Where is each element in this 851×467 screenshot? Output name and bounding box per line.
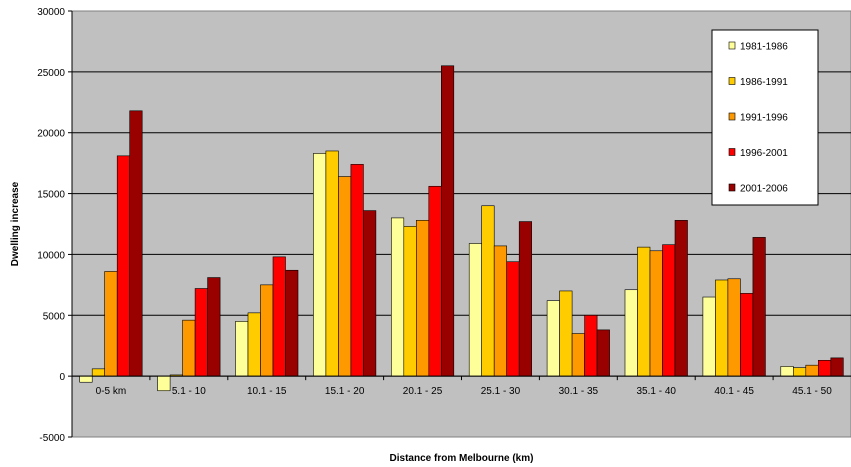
legend-swatch	[728, 148, 736, 156]
x-axis-title: Distance from Melbourne (km)	[390, 453, 534, 464]
bar	[493, 245, 508, 377]
bar	[637, 246, 651, 377]
bar	[247, 312, 261, 377]
bar	[674, 220, 688, 377]
x-tick-label: 30.1 - 35	[559, 386, 599, 397]
bar	[649, 250, 663, 377]
legend-label: 2001-2006	[740, 184, 788, 195]
bar	[440, 65, 455, 377]
x-tick-label: 25.1 - 30	[481, 386, 521, 397]
bar	[235, 321, 249, 377]
bar	[715, 279, 729, 377]
y-tick-label: 15000	[37, 190, 65, 201]
bar	[390, 217, 405, 377]
bar	[79, 375, 93, 383]
bar	[571, 333, 585, 377]
bar	[559, 290, 573, 377]
bar	[116, 155, 130, 377]
x-tick-label: 40.1 - 45	[714, 386, 754, 397]
legend-swatch	[728, 41, 736, 50]
bar	[104, 271, 118, 377]
y-tick-label: -5000	[39, 433, 65, 444]
legend-label: 1981-1986	[740, 42, 788, 53]
legend: 1981-1986 1986-1991 1991-1996 1996-2001 2001…	[711, 29, 819, 206]
legend-label: 1991-1996	[740, 113, 788, 124]
bar	[415, 220, 430, 377]
bar	[207, 277, 221, 377]
y-tick-label: 25000	[37, 68, 65, 79]
bar	[817, 360, 832, 377]
legend-label: 1996-2001	[740, 148, 788, 159]
bar	[272, 256, 286, 377]
bar	[752, 237, 766, 377]
bar	[157, 375, 171, 392]
bar	[338, 176, 352, 377]
bar	[727, 278, 741, 377]
bar	[624, 289, 638, 377]
x-tick-label: 0-5 km	[96, 386, 127, 397]
x-tick-label: 35.1 - 40	[637, 386, 677, 397]
bar	[313, 153, 327, 377]
y-tick-label: 0	[59, 372, 65, 383]
y-tick-label: 10000	[37, 250, 65, 261]
legend-swatch	[728, 183, 736, 192]
bar	[830, 357, 844, 377]
legend-swatch	[728, 112, 736, 121]
bar	[584, 314, 598, 377]
bar	[481, 205, 495, 377]
bar	[662, 244, 676, 377]
legend-swatch	[728, 77, 736, 85]
bar	[518, 221, 533, 377]
bar	[325, 150, 339, 377]
x-tick-label: 10.1 - 15	[247, 386, 287, 397]
bar	[285, 269, 299, 377]
bar	[350, 164, 364, 377]
bar	[740, 293, 754, 377]
legend-label: 1986-1991	[740, 77, 788, 88]
y-tick-label: 20000	[37, 129, 65, 140]
x-tick-label: 5.1 - 10	[172, 386, 206, 397]
x-tick-label: 15.1 - 20	[325, 386, 365, 397]
bar	[129, 110, 143, 377]
y-tick-label: 5000	[43, 311, 66, 322]
bar	[792, 367, 807, 377]
bar	[260, 284, 274, 377]
bar	[468, 243, 483, 377]
bar	[194, 288, 208, 377]
y-axis-title: Dwelling increase	[10, 181, 21, 266]
bar	[182, 319, 196, 377]
bar	[596, 329, 610, 377]
bar	[403, 226, 417, 377]
bar	[805, 364, 819, 377]
x-tick-label: 20.1 - 25	[403, 386, 443, 397]
x-tick-label: 45.1 - 50	[792, 386, 832, 397]
bar	[506, 261, 520, 377]
y-tick-label: 30000	[37, 7, 65, 18]
bar	[428, 185, 442, 377]
bar	[91, 368, 105, 377]
bar	[702, 296, 716, 377]
bar	[363, 210, 377, 377]
bar	[546, 300, 560, 377]
bar	[780, 366, 794, 377]
